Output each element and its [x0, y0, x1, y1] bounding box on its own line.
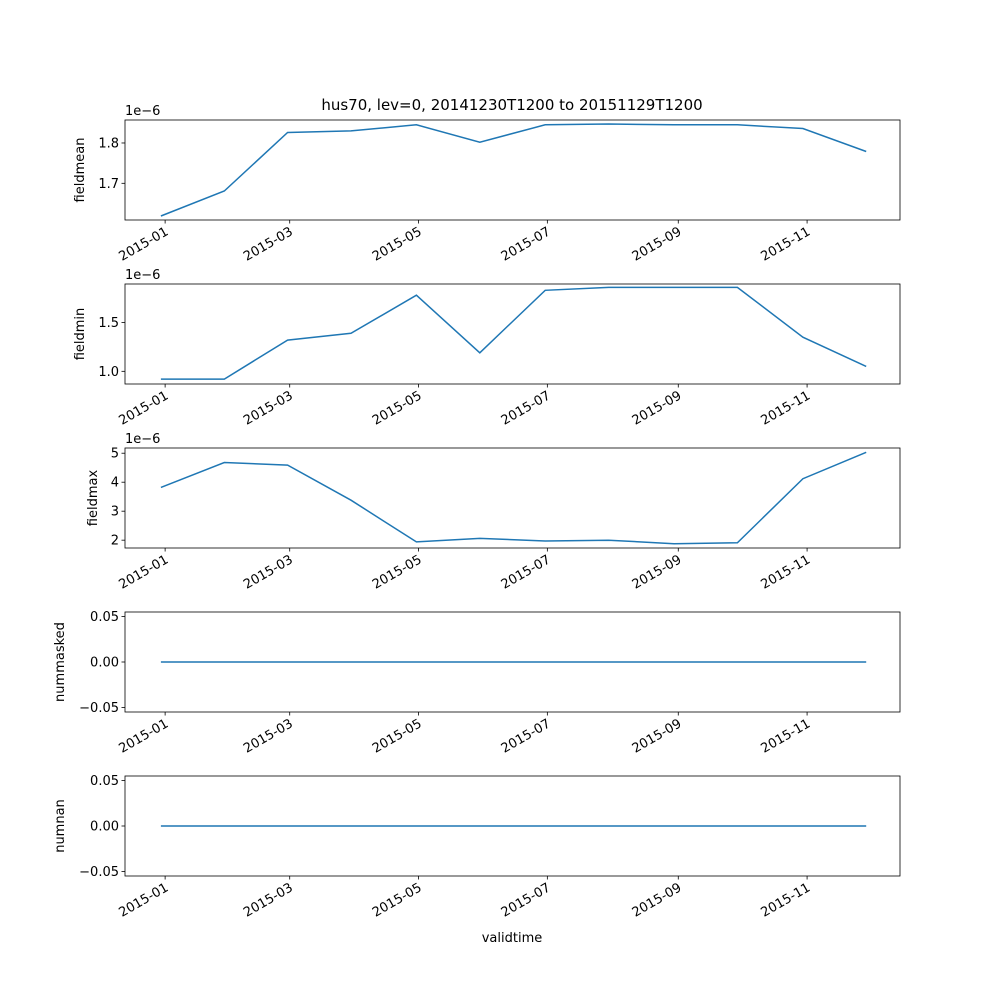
y-scale-offset-label: 1e−6: [125, 432, 160, 447]
y-axis-label: nummasked: [53, 622, 68, 702]
x-tick-label: 2015-05: [370, 716, 425, 756]
axes-frame: [124, 283, 901, 385]
subplot-nummasked: −0.05 0.00 0.05 2015-01 2015-03 2015-05 2015-0…: [53, 610, 901, 757]
y-tick-label: 1.5: [98, 316, 119, 331]
y-tick-label: 3: [111, 505, 119, 520]
y-tick-label: 0.05: [90, 610, 119, 625]
x-axis-label: validtime: [482, 931, 543, 946]
x-tick-label: 2015-01: [117, 388, 172, 428]
x-tick-label: 2015-09: [630, 716, 685, 756]
x-tick-label: 2015-07: [499, 880, 554, 920]
x-tick-label: 2015-03: [241, 224, 296, 264]
x-tick-label: 2015-09: [630, 880, 685, 920]
x-tick-label: 2015-05: [370, 224, 425, 264]
x-tick-label: 2015-11: [759, 552, 814, 592]
y-tick-label: 1.7: [98, 177, 119, 192]
series-line-fieldmean: [160, 123, 867, 217]
x-tick-label: 2015-03: [241, 716, 296, 756]
x-tick-label: 2015-03: [241, 552, 296, 592]
x-tick-label: 2015-11: [759, 880, 814, 920]
x-tick-label: 2015-07: [499, 388, 554, 428]
y-tick-label: 0.05: [90, 774, 119, 789]
x-tick-label: 2015-01: [117, 880, 172, 920]
series-line-fieldmax: [160, 451, 867, 545]
x-tick-label: 2015-11: [759, 224, 814, 264]
series-line-fieldmin: [160, 286, 867, 380]
x-tick-label: 2015-07: [499, 552, 554, 592]
y-tick-label: 5: [111, 447, 119, 462]
x-tick-label: 2015-07: [499, 224, 554, 264]
x-tick-label: 2015-01: [117, 224, 172, 264]
x-tick-label: 2015-09: [630, 224, 685, 264]
x-tick-label: 2015-11: [759, 716, 814, 756]
y-tick-label: 0.00: [90, 656, 119, 671]
y-axis-label: fieldmin: [73, 308, 88, 361]
y-tick-label: 2: [111, 534, 119, 549]
subplot-fieldmean: 1.7 1.8 2015-01 2015-03 2015-05 2015-07 2015-0…: [73, 104, 901, 265]
subplot-numnan: −0.05 0.00 0.05 2015-01 2015-03 2015-05 2015-0…: [53, 774, 901, 921]
x-tick-label: 2015-05: [370, 552, 425, 592]
axes-background: [125, 120, 900, 220]
axes-background: [125, 284, 900, 384]
x-tick-label: 2015-09: [630, 552, 685, 592]
x-tick-label: 2015-05: [370, 880, 425, 920]
axes-background: [125, 448, 900, 548]
subplot-fieldmin: 1.0 1.5 2015-01 2015-03 2015-05 2015-07 2015-0…: [73, 268, 901, 429]
x-tick-label: 2015-09: [630, 388, 685, 428]
y-axis-label: fieldmax: [86, 470, 101, 527]
x-tick-label: 2015-03: [241, 880, 296, 920]
y-tick-label: −0.05: [79, 701, 119, 716]
x-tick-label: 2015-11: [759, 388, 814, 428]
y-tick-label: 4: [111, 476, 119, 491]
y-axis-label: numnan: [53, 799, 68, 853]
axes-frame: [124, 119, 901, 221]
x-tick-label: 2015-01: [117, 552, 172, 592]
y-tick-label: 1.8: [98, 136, 119, 151]
axes-frame: [124, 447, 901, 549]
y-tick-label: −0.05: [79, 865, 119, 880]
y-scale-offset-label: 1e−6: [125, 268, 160, 283]
x-tick-label: 2015-07: [499, 716, 554, 756]
y-scale-offset-label: 1e−6: [125, 104, 160, 119]
x-tick-label: 2015-03: [241, 388, 296, 428]
y-tick-label: 1.0: [98, 365, 119, 380]
x-tick-label: 2015-01: [117, 716, 172, 756]
chart-title: hus70, lev=0, 20141230T1200 to 20151129T…: [321, 96, 702, 114]
y-axis-label: fieldmean: [73, 138, 88, 203]
subplot-fieldmax: 2 3 4 5 2015-01 2015-03 2015-05 2015-07 2015-09 2…: [86, 432, 901, 593]
x-tick-label: 2015-05: [370, 388, 425, 428]
y-tick-label: 0.00: [90, 820, 119, 835]
